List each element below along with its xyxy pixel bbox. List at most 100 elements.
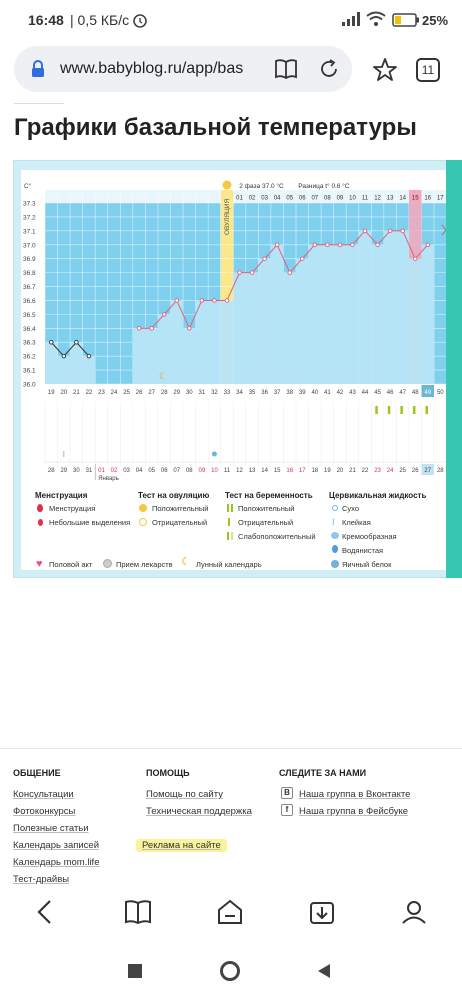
temp-point <box>287 270 292 275</box>
date-label: 04 <box>136 468 143 474</box>
legend-ovulation-positive: Положительный <box>152 504 209 513</box>
date-label: 01 <box>98 468 105 474</box>
y-tick-label: 36.9 <box>23 256 36 263</box>
cycle-day-label: 13 <box>387 196 394 202</box>
temp-line-segment <box>76 341 90 357</box>
x-day-label: 36 <box>261 390 268 396</box>
x-day-label: 29 <box>173 390 180 396</box>
reload-icon[interactable] <box>318 58 340 80</box>
home-circle-icon[interactable] <box>220 961 240 981</box>
reader-mode-icon[interactable] <box>274 58 298 80</box>
footer-link-help[interactable]: Помощь по сайту <box>146 789 223 800</box>
x-day-label: 37 <box>274 390 281 396</box>
date-label: 16 <box>286 468 293 474</box>
pregnancy-test-mark <box>400 406 403 414</box>
footer-link-photo-contests[interactable]: Фотоконкурсы <box>13 806 76 817</box>
cycle-day-label: 02 <box>249 196 256 202</box>
temp-bar <box>233 272 246 384</box>
pregnancy-negative-icon <box>228 518 230 526</box>
recents-square-icon[interactable] <box>128 964 142 978</box>
y-tick-label: 36.6 <box>23 298 36 305</box>
temp-line-segment <box>151 314 165 329</box>
footer-link-advertising[interactable]: Реклама на сайте <box>136 839 227 852</box>
pregnancy-test-mark <box>425 406 428 414</box>
temp-bar <box>45 342 58 384</box>
temp-diff-label: Разница t° 0.6 °C <box>298 182 350 190</box>
back-triangle-icon[interactable] <box>316 963 332 979</box>
tabs-button[interactable]: 11 <box>416 58 440 82</box>
temp-point <box>136 326 142 331</box>
y-axis-label: C° <box>24 182 32 190</box>
x-day-label: 27 <box>148 390 155 396</box>
x-day-label: 31 <box>199 390 206 396</box>
temp-line-segment <box>226 272 240 301</box>
x-day-label: 42 <box>337 390 344 396</box>
temp-line-segment <box>251 258 265 273</box>
date-label: 29 <box>60 468 67 474</box>
date-label: 21 <box>349 468 356 474</box>
legend-ovulation-title: Тест на овуляцию <box>138 491 210 500</box>
temp-bar <box>396 230 409 384</box>
legend-moon-calendar: Лунный календарь <box>196 560 262 569</box>
date-label: 25 <box>399 468 406 474</box>
footer-link-support[interactable]: Техническая поддержка <box>146 806 252 817</box>
temp-bar <box>308 244 322 384</box>
x-day-label: 46 <box>387 390 394 396</box>
ovulation-vertical-label: ОВУЛЯЦИЯ <box>224 198 231 235</box>
date-label: 12 <box>236 468 243 474</box>
cycle-day-label: 06 <box>299 196 306 202</box>
y-tick-label: 36.1 <box>23 368 36 375</box>
x-day-label: 20 <box>60 390 67 396</box>
bookmarks-book-icon[interactable] <box>124 898 152 926</box>
legend-medication: Прием лекарств <box>116 560 173 569</box>
cycle-day-label: 09 <box>337 196 344 202</box>
home-icon[interactable] <box>216 898 244 926</box>
cycle-day-label: 14 <box>399 196 406 202</box>
footer-link-calendar-records[interactable]: Календарь записей <box>13 840 100 851</box>
temp-bar <box>346 244 359 384</box>
y-tick-label: 37.2 <box>23 214 36 221</box>
temp-point <box>212 298 217 303</box>
legend-menstruation-item: Менструация <box>49 504 96 513</box>
date-label: 06 <box>161 468 168 474</box>
date-label: 24 <box>387 468 394 474</box>
temp-point <box>425 242 431 248</box>
date-label: 18 <box>311 468 318 474</box>
date-label: 17 <box>299 468 306 474</box>
date-label: 14 <box>261 468 268 474</box>
date-label: 27 <box>424 468 431 474</box>
lock-icon <box>32 60 44 77</box>
footer-link-test-drives[interactable]: Тест-драйвы <box>13 874 70 885</box>
url-text[interactable]: www.babyblog.ru/app/bas <box>60 60 244 77</box>
temp-point <box>61 353 67 359</box>
footer-link-facebook[interactable]: Наша группа в Фейсбуке <box>299 806 409 817</box>
legend-cervical-eggwhite: Яичный белок <box>342 560 392 569</box>
x-day-label: 50 <box>437 390 444 396</box>
temp-point <box>74 339 79 345</box>
downloads-icon[interactable] <box>308 898 336 926</box>
footer-link-articles[interactable]: Полезные статьи <box>13 823 89 834</box>
footer-link-mom-life[interactable]: Календарь mom.life <box>13 857 100 868</box>
profile-icon[interactable] <box>400 898 428 926</box>
address-bar[interactable]: www.babyblog.ru/app/bas <box>14 46 352 92</box>
back-icon[interactable] <box>34 898 56 926</box>
legend-menstruation-title: Менструация <box>35 491 88 500</box>
status-bar: 16:48 | 0,5 КБ/с 25% <box>0 0 462 40</box>
cycle-day-label: 15 <box>412 196 419 202</box>
cycle-day-label: 12 <box>374 196 381 202</box>
temp-line-segment <box>50 341 65 357</box>
temp-point <box>86 353 92 359</box>
legend-cervical-dry: Сухо <box>342 504 360 513</box>
footer-link-vk[interactable]: Наша группа в Вконтакте <box>299 789 411 800</box>
temp-line-segment <box>264 244 278 260</box>
y-tick-label: 36.0 <box>23 382 36 389</box>
cervical-eggwhite-icon <box>331 560 339 568</box>
temp-line-segment <box>414 244 429 260</box>
temp-point <box>174 298 180 303</box>
bookmark-star-icon[interactable] <box>372 57 398 83</box>
date-label: 15 <box>274 468 281 474</box>
x-day-label: 41 <box>324 390 331 396</box>
temp-line-segment <box>176 300 190 329</box>
footer-link-consultations[interactable]: Консультации <box>13 789 74 800</box>
temp-line-segment <box>352 230 366 246</box>
